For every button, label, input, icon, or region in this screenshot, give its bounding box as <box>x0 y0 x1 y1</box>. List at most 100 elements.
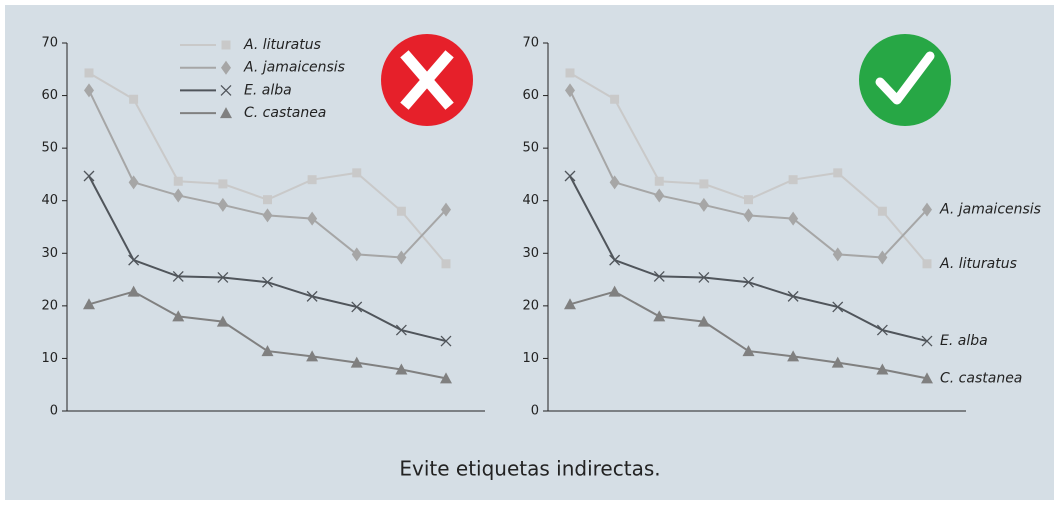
y-tick-label: 50 <box>522 141 539 156</box>
point-marker <box>127 285 140 297</box>
point-marker <box>788 211 799 226</box>
good-icon <box>859 34 951 126</box>
point-marker <box>564 298 576 310</box>
point-marker <box>217 197 228 212</box>
point-marker <box>698 197 709 212</box>
legend-marker <box>220 107 232 119</box>
point-marker <box>787 350 800 362</box>
point-marker <box>306 350 319 362</box>
point-marker <box>441 202 451 217</box>
point-marker <box>699 179 709 189</box>
point-marker <box>351 247 362 262</box>
legend-label: A. jamaicensis <box>243 60 345 76</box>
point-marker <box>876 363 889 375</box>
point-marker <box>877 250 888 265</box>
point-marker <box>788 175 798 185</box>
point-marker <box>564 170 576 182</box>
point-marker <box>395 363 408 375</box>
caption: Evite etiquetas indirectas. <box>399 457 660 481</box>
point-marker <box>173 188 184 203</box>
y-tick-label: 0 <box>50 404 58 419</box>
point-marker <box>697 315 710 327</box>
point-marker <box>172 310 185 322</box>
point-marker <box>350 356 363 368</box>
legend-marker <box>221 60 231 75</box>
point-marker <box>609 175 620 190</box>
point-marker <box>263 195 272 205</box>
y-tick-label: 20 <box>41 298 58 313</box>
point-marker <box>833 168 843 178</box>
point-marker <box>396 206 406 216</box>
y-tick-label: 70 <box>522 36 539 51</box>
y-tick-label: 30 <box>522 246 539 261</box>
point-marker <box>440 372 452 384</box>
point-marker <box>218 179 228 189</box>
legend-marker <box>220 84 232 96</box>
point-marker <box>831 356 844 368</box>
y-tick-label: 40 <box>41 193 58 208</box>
point-marker <box>172 270 184 282</box>
point-marker <box>654 188 665 203</box>
point-marker <box>610 94 620 104</box>
point-marker <box>262 208 273 223</box>
point-marker <box>654 176 664 186</box>
point-marker <box>832 301 844 313</box>
point-marker <box>653 270 665 282</box>
direct-label: A. jamaicensis <box>939 202 1041 218</box>
point-marker <box>743 276 754 288</box>
point-marker <box>395 324 407 336</box>
legend-label: A. lituratus <box>243 37 321 53</box>
point-marker <box>744 195 753 205</box>
point-marker <box>83 170 95 182</box>
point-marker <box>742 345 755 357</box>
point-marker <box>262 276 273 288</box>
point-marker <box>129 94 139 104</box>
point-marker <box>609 254 621 266</box>
point-marker <box>440 335 452 347</box>
point-marker <box>698 272 710 283</box>
point-marker <box>922 202 932 217</box>
y-tick-label: 60 <box>41 88 58 103</box>
point-marker <box>173 176 183 186</box>
point-marker <box>653 310 666 322</box>
point-marker <box>307 211 318 226</box>
y-tick-label: 10 <box>41 351 58 366</box>
point-marker <box>396 250 407 265</box>
point-marker <box>128 254 140 266</box>
direct-label: C. castanea <box>940 370 1022 386</box>
point-marker <box>565 83 575 98</box>
point-marker <box>84 83 94 98</box>
point-marker <box>565 68 575 78</box>
y-tick-label: 30 <box>41 246 58 261</box>
point-marker <box>922 259 932 269</box>
point-marker <box>921 335 933 347</box>
point-marker <box>128 175 139 190</box>
point-marker <box>307 175 317 185</box>
point-marker <box>216 315 229 327</box>
bad-icon <box>381 34 473 126</box>
legend-marker <box>221 40 231 50</box>
direct-label: A. lituratus <box>939 256 1017 272</box>
point-marker <box>352 168 362 178</box>
point-marker <box>83 298 95 310</box>
point-marker <box>351 301 363 313</box>
point-marker <box>787 290 799 302</box>
point-marker <box>84 68 94 78</box>
y-tick-label: 10 <box>522 351 539 366</box>
point-marker <box>743 208 754 223</box>
y-tick-label: 60 <box>522 88 539 103</box>
y-tick-label: 40 <box>522 193 539 208</box>
point-marker <box>217 272 229 283</box>
point-marker <box>441 259 451 269</box>
point-marker <box>921 372 933 384</box>
y-tick-label: 0 <box>531 404 539 419</box>
legend-label: C. castanea <box>244 105 326 121</box>
point-marker <box>261 345 274 357</box>
y-tick-label: 70 <box>41 36 58 51</box>
y-tick-label: 50 <box>41 141 58 156</box>
y-tick-label: 20 <box>522 298 539 313</box>
point-marker <box>608 285 621 297</box>
point-marker <box>832 247 843 262</box>
point-marker <box>306 290 318 302</box>
